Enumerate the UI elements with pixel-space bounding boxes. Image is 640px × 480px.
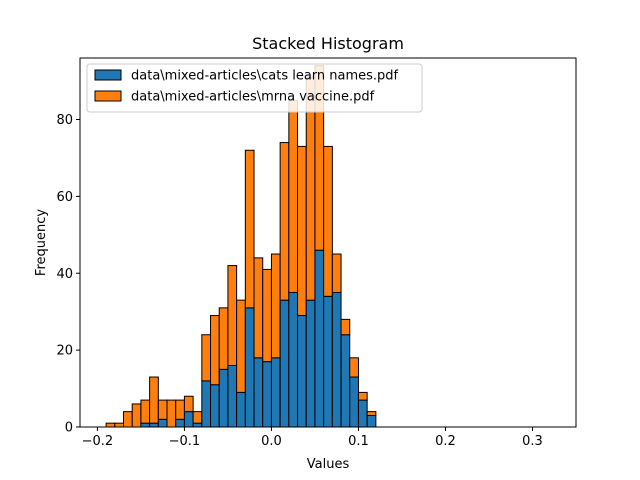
bar-series-2 <box>183 395 194 413</box>
x-tick-label: 0.2 <box>435 434 456 449</box>
bar-series-1 <box>253 357 264 428</box>
bar-series-1 <box>314 249 325 428</box>
bar-series-2 <box>175 399 185 420</box>
bar-series-2 <box>244 149 255 309</box>
legend-swatch <box>94 90 122 102</box>
bar-series-2 <box>218 307 229 370</box>
bar-series-2 <box>114 422 125 428</box>
bar-series-1 <box>236 391 246 428</box>
bars-group <box>105 65 377 428</box>
bar-series-1 <box>366 414 377 428</box>
bar-series-1 <box>279 299 290 428</box>
bar-series-2 <box>131 403 142 428</box>
bar-series-1 <box>244 307 255 428</box>
bar-series-1 <box>262 361 272 428</box>
bar-series-1 <box>349 376 359 428</box>
y-tick-label: 60 <box>56 190 73 205</box>
legend-label: data\mixed-articles\mrna vaccine.pdf <box>131 90 375 105</box>
bar-series-1 <box>149 422 159 428</box>
bar-series-1 <box>157 418 168 428</box>
bar-series-2 <box>210 315 220 386</box>
bar-series-1 <box>305 299 316 428</box>
bar-series-1 <box>270 357 281 428</box>
bar-series-2 <box>123 411 133 428</box>
bar-series-2 <box>279 142 290 301</box>
bar-series-2 <box>166 399 177 428</box>
bar-series-1 <box>210 384 220 428</box>
legend-swatch <box>94 69 122 81</box>
bar-series-1 <box>297 315 307 428</box>
bar-series-1 <box>357 399 368 428</box>
bar-series-2 <box>105 422 116 428</box>
bar-series-2 <box>288 99 299 293</box>
legend-label: data\mixed-articles\cats learn names.pdf <box>131 69 399 84</box>
x-axis-label: Values <box>307 457 350 472</box>
y-tick-label: 20 <box>56 344 73 359</box>
plot-frame <box>79 57 577 428</box>
bar-series-2 <box>349 357 359 378</box>
x-axis-ticks: −0.2 −0.1 0.0 0.1 0.2 0.3 <box>82 427 543 449</box>
bar-series-1 <box>175 418 185 428</box>
y-tick-label: 40 <box>56 267 73 282</box>
bar-series-1 <box>183 411 194 428</box>
bar-series-1 <box>192 422 203 428</box>
bar-series-2 <box>140 399 151 424</box>
x-tick-label: 0.3 <box>522 434 543 449</box>
bar-series-1 <box>140 422 151 428</box>
legend-box <box>86 63 423 113</box>
bar-series-2 <box>331 253 342 293</box>
x-tick-label: −0.2 <box>82 434 114 449</box>
bar-series-2 <box>262 268 272 363</box>
bar-series-1 <box>218 368 229 428</box>
bar-series-2 <box>192 411 203 424</box>
x-tick-label: −0.1 <box>169 434 201 449</box>
bar-series-1 <box>340 334 351 428</box>
x-tick-label: 0.0 <box>261 434 282 449</box>
bar-series-2 <box>149 376 159 424</box>
bar-series-1 <box>201 380 212 428</box>
x-tick-label: 0.1 <box>348 434 369 449</box>
bar-series-2 <box>366 411 377 416</box>
bar-series-2 <box>323 145 333 297</box>
bar-series-2 <box>201 334 212 382</box>
bar-series-2 <box>340 318 351 336</box>
legend: data\mixed-articles\cats learn names.pdf… <box>86 63 423 113</box>
chart-title: Stacked Histogram <box>252 34 404 53</box>
y-tick-label: 80 <box>56 113 73 128</box>
bar-series-2 <box>357 391 368 401</box>
bar-series-2 <box>236 299 246 393</box>
bar-series-1 <box>331 291 342 428</box>
bar-series-1 <box>227 365 238 428</box>
bar-series-2 <box>297 145 307 317</box>
bar-series-2 <box>270 253 281 359</box>
bar-series-1 <box>288 291 299 428</box>
bar-series-2 <box>157 399 168 420</box>
y-tick-label: 0 <box>65 421 73 436</box>
y-axis-label: Frequency <box>34 209 49 276</box>
bar-series-2 <box>253 257 264 359</box>
bar-series-2 <box>227 265 238 366</box>
bar-series-1 <box>323 295 333 428</box>
y-axis-ticks: 0 20 40 60 80 <box>56 113 80 436</box>
